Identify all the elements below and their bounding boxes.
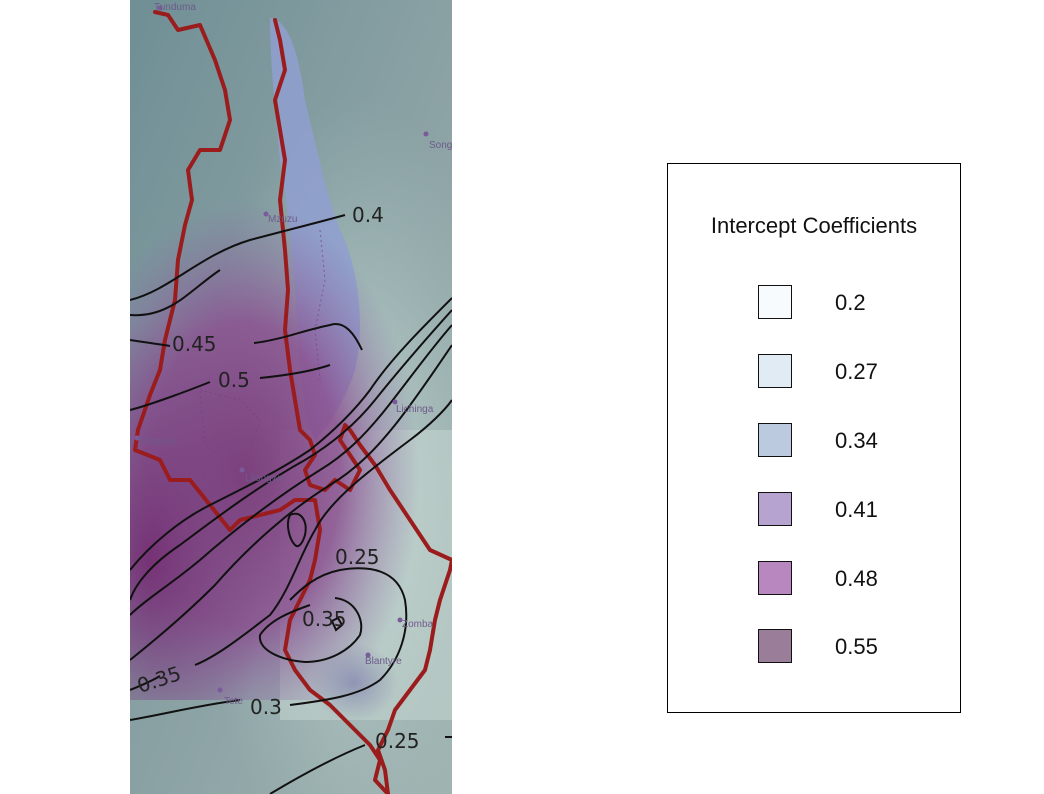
contour-line [130,309,452,601]
place-label: Lichinga [396,404,434,415]
contour-line [286,512,307,548]
legend-label: 0.41 [835,497,878,522]
legend-swatch [758,423,792,457]
legend-item: 0.48 [668,561,960,597]
place-marker [397,617,403,623]
place-marker [239,467,245,473]
map-panel[interactable]: 0.4 0.45 0.5 0.25 0.35 0.35 0.3 0.25 Tun… [130,0,452,794]
district-boundary [314,229,326,381]
place-marker [392,399,398,405]
place-marker [423,131,429,137]
contour-line [130,297,452,571]
place-label: Blantyre [365,656,402,667]
place-label: Lilongwe [245,473,285,484]
place-marker [134,435,140,441]
legend-swatch [758,354,792,388]
place-marker [157,5,163,11]
contour-label: 0.35 [302,607,347,631]
legend-title: Intercept Coefficients [710,213,918,238]
place-label: Mzuzu [268,214,297,225]
contour-line [130,214,346,301]
legend-label: 0.48 [835,566,878,591]
contour-label: 0.4 [352,203,384,227]
legend-item: 0.27 [668,354,960,390]
legend-item: 0.34 [668,423,960,459]
contour-line [269,744,366,794]
contour-line [258,597,363,664]
legend-label: 0.27 [835,359,878,384]
map-canvas[interactable]: 0.4 0.45 0.5 0.25 0.35 0.35 0.3 0.25 Tun… [130,0,452,794]
place-marker [263,211,269,217]
legend-swatch [758,561,792,595]
contour-line [330,616,344,632]
legend: Intercept Coefficients 0.2 0.27 0.34 0.4… [667,163,961,713]
legend-item: 0.55 [668,629,960,665]
contour-line [130,399,452,691]
place-marker [365,652,371,658]
place-marker [217,687,223,693]
contour-label: 0.3 [250,695,282,719]
legend-swatch [758,629,792,663]
place-label: Zomba [402,619,434,630]
legend-label: 0.34 [835,428,878,453]
legend-swatch [758,492,792,526]
contour-line [130,567,408,721]
contour-line [130,344,452,661]
contour-label: 0.5 [218,368,250,392]
legend-item: 0.2 [668,285,960,321]
legend-item: 0.41 [668,492,960,528]
legend-label: 0.2 [835,290,866,315]
place-label: Tunduma [154,2,196,13]
legend-label: 0.55 [835,634,878,659]
place-label: Songea [429,140,452,151]
contour-label: 0.25 [375,729,420,753]
place-label: Tete [224,696,243,707]
legend-swatch [758,285,792,319]
district-boundary [199,389,261,461]
contour-line [130,269,221,317]
contour-label: 0.45 [172,332,217,356]
place-label: Chipata [140,436,175,447]
contour-line [130,364,331,411]
contour-line [130,324,452,616]
contour-line [130,323,363,351]
malawi-border-east [273,18,452,794]
contour-label: 0.25 [335,545,380,569]
malawi-border [133,10,390,794]
